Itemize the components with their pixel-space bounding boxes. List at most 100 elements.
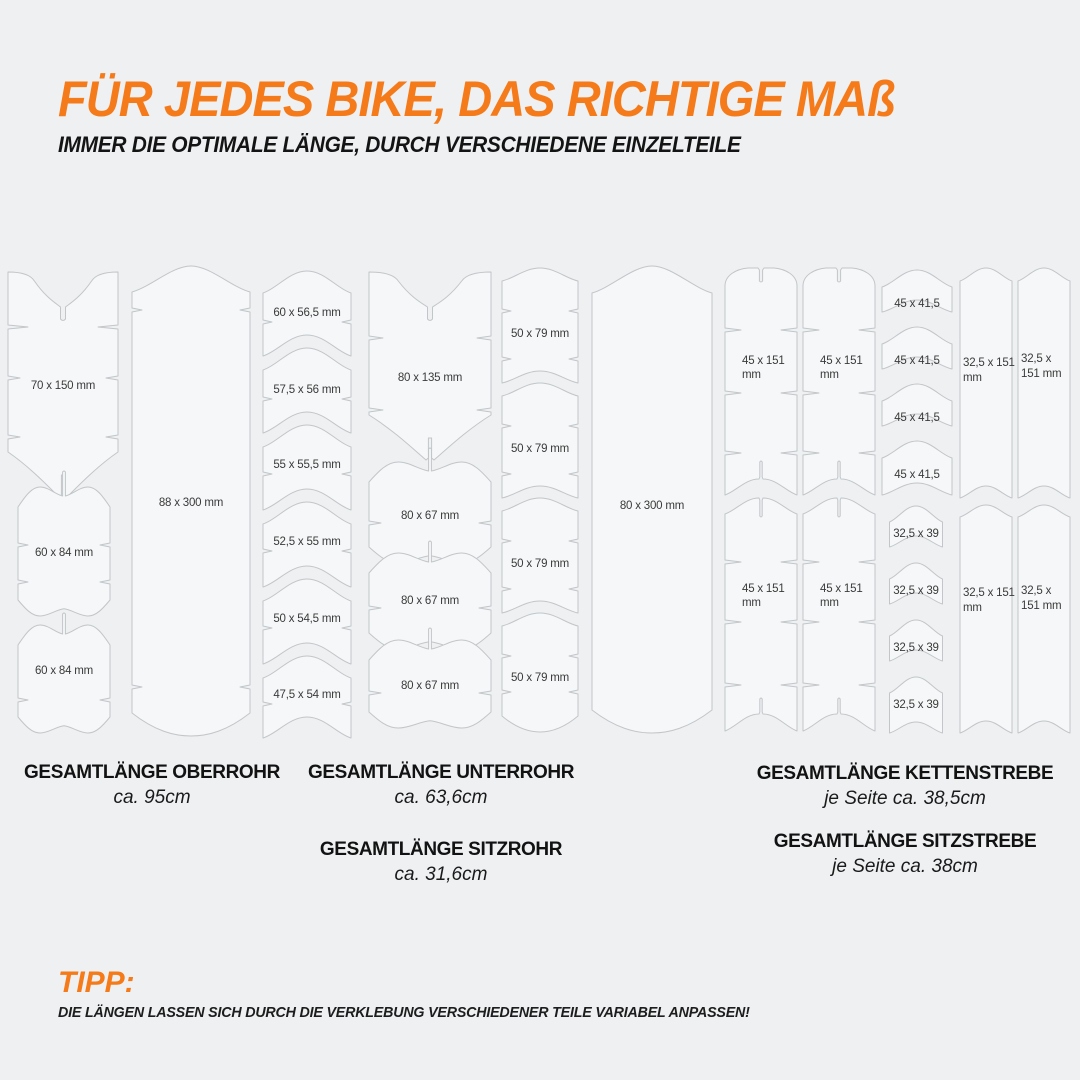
piece-label: 60 x 84 mm [35,547,93,559]
piece-outline [501,612,579,733]
piece-label: 50 x 79 mm [511,443,569,455]
total-oberrohr: GESAMTLÄNGE OBERROHR ca. 95cm [24,762,280,809]
piece-label: mm [963,372,982,384]
total-sitzrohr: GESAMTLÄNGE SITZROHR ca. 31,6cm [319,839,563,886]
total-unterrohr: GESAMTLÄNGE UNTERROHR ca. 63,6cm [308,762,574,809]
piece-label: 60 x 56,5 mm [273,307,340,319]
piece-label: 151 mm [1021,368,1061,380]
piece-outline [262,501,352,588]
piece-outline [262,578,352,665]
piece-label: 47,5 x 54 mm [273,689,340,701]
piece-label: 32,5 x [1021,353,1052,365]
piece-label: mm [742,597,761,609]
piece-label: 55 x 55,5 mm [273,459,340,471]
piece-outline [802,497,876,732]
piece-label: 57,5 x 56 mm [273,384,340,396]
column-unterrohr-long-strip: 80 x 300 mm [591,265,713,734]
piece-label: 151 mm [1021,600,1061,612]
piece-outline [501,497,579,614]
piece-label: 50 x 79 mm [511,672,569,684]
piece-outline [881,326,953,370]
piece-outline [889,562,943,605]
total-name: GESAMTLÄNGE SITZSTREBE [773,831,1037,852]
piece-outline [501,267,579,384]
piece-outline [889,505,943,548]
column-sitzstrebe-left: 32,5 x 151 mm 32,5 x 151 mm [959,267,1015,734]
piece-label: 70 x 150 mm [31,380,95,392]
total-name: GESAMTLÄNGE OBERROHR [24,762,280,783]
piece-label: 32,5 x [1021,585,1052,597]
column-kettenstrebe-right: 45 x 151 mm 45 x 151 mm [802,267,876,732]
piece-label: 32,5 x 151 [963,357,1015,369]
total-name: GESAMTLÄNGE KETTENSTREBE [756,763,1054,784]
tip-heading: TIPP: [58,966,135,999]
piece-outline [1017,504,1071,734]
piece-label: 80 x 67 mm [401,680,459,692]
column-kettenstrebe-left: 45 x 151 mm 45 x 151 mm [724,267,798,732]
piece-label: 45 x 41,5 [894,298,940,310]
column-sitzrohr-strips: 50 x 79 mm 50 x 79 mm 50 x 79 mm 50 x 79 mm [501,267,579,733]
piece-outline [262,655,352,739]
total-sitzstrebe: GESAMTLÄNGE SITZSTREBE je Seite ca. 38cm [774,831,1037,878]
piece-label: 32,5 x 39 [893,699,939,711]
piece-label: 32,5 x 39 [893,528,939,540]
total-name: GESAMTLÄNGE SITZROHR [319,839,563,860]
total-kettenstrebe: GESAMTLÄNGE KETTENSTREBE je Seite ca. 38… [757,763,1054,810]
piece-label: 80 x 67 mm [401,510,459,522]
page-subtitle: IMMER DIE OPTIMALE LÄNGE, DURCH VERSCHIE… [58,132,741,157]
piece-outline [368,271,492,461]
piece-outline [591,265,713,734]
piece-outline [959,267,1013,499]
total-name: GESAMTLÄNGE UNTERROHR [307,762,575,783]
piece-label: mm [820,369,839,381]
piece-outline [881,383,953,427]
piece-label: 32,5 x 151 [963,587,1015,599]
piece-label: 45 x 151 [820,355,863,367]
column-sitzstrebe-right: 32,5 x 151 mm 32,5 x 151 mm [1017,267,1071,734]
total-value: ca. 95cm [113,787,191,808]
piece-label: 45 x 41,5 [894,355,940,367]
piece-label: 45 x 41,5 [894,469,940,481]
column-strebe-small-chevrons: 45 x 41,5 45 x 41,5 45 x 41,5 45 x 41,5 32,5… [881,269,953,734]
piece-outline [262,424,352,511]
piece-label: 50 x 79 mm [511,328,569,340]
column-oberrohr-strips: 70 x 150 mm 60 x 84 mm 60 x 84 mm [7,271,119,734]
header: FÜR JEDES BIKE, DAS RICHTIGE MAß IMMER D… [58,74,948,156]
piece-label: 52,5 x 55 mm [273,536,340,548]
piece-outline [889,676,943,734]
piece-outline [724,497,798,732]
piece-outline [7,271,119,498]
piece-label: 45 x 151 [742,355,785,367]
piece-label: 80 x 135 mm [398,372,462,384]
piece-outline [802,267,876,496]
column-oberrohr-chevrons: 60 x 56,5 mm 57,5 x 56 mm 55 x 55,5 mm 52,5… [262,270,352,739]
piece-label: 50 x 79 mm [511,558,569,570]
piece-outline [262,347,352,434]
tip-section: TIPP: DIE LÄNGEN LASSEN SICH DURCH DIE V… [58,966,786,1022]
total-value: je Seite ca. 38cm [832,856,978,877]
piece-label: 80 x 300 mm [620,500,684,512]
piece-label: 60 x 84 mm [35,665,93,677]
total-value: je Seite ca. 38,5cm [824,788,986,809]
total-value: ca. 63,6cm [394,787,488,808]
piece-label: 45 x 151 [820,583,863,595]
piece-outline [17,470,111,617]
piece-label: 80 x 67 mm [401,595,459,607]
piece-outline [368,627,492,729]
piece-outline [881,269,953,313]
piece-label: mm [742,369,761,381]
piece-outline [17,612,111,734]
piece-label: mm [963,602,982,614]
piece-outline [1017,267,1071,499]
total-value: ca. 31,6cm [394,864,488,885]
piece-outline [959,504,1013,734]
piece-label: mm [820,597,839,609]
piece-label: 88 x 300 mm [159,497,223,509]
piece-outline [881,440,953,496]
piece-label: 45 x 41,5 [894,412,940,424]
tip-text: DIE LÄNGEN LASSEN SICH DURCH DIE VERKLEB… [58,1004,750,1021]
piece-outline [724,267,798,496]
column-unterrohr-strips: 80 x 135 mm 80 x 67 mm 80 x 67 mm 80 x 67 m… [368,271,492,729]
